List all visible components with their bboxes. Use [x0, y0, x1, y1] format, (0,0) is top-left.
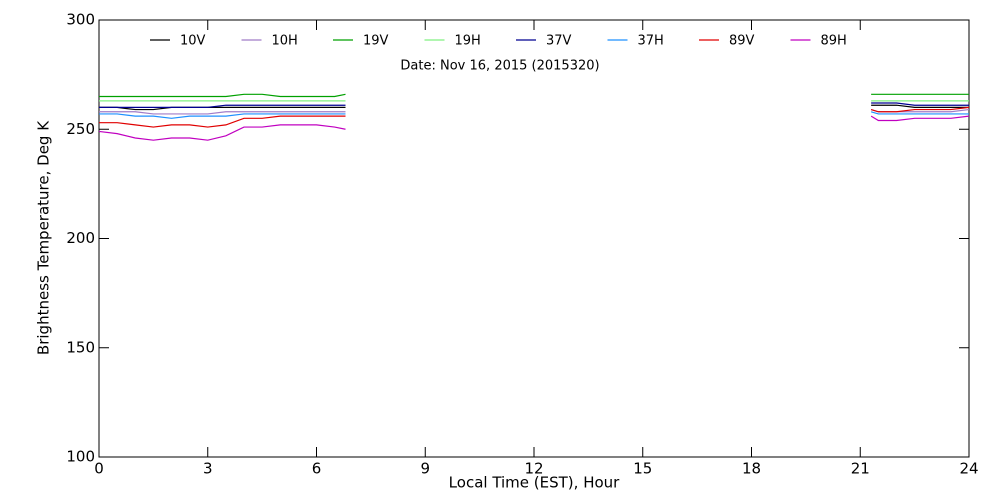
legend-label: 10V	[180, 34, 206, 49]
legend-label: 10H	[272, 34, 298, 49]
annotation: Date: Nov 16, 2015 (2015320)	[400, 59, 599, 74]
legend-label: 19H	[455, 34, 481, 49]
plot-frame	[98, 19, 970, 458]
series-line	[99, 104, 969, 111]
x-tick-label: 24	[959, 460, 978, 478]
legend-label: 37V	[546, 34, 572, 49]
legend-label: 19V	[363, 34, 389, 49]
x-axis-label: Local Time (EST), Hour	[449, 474, 620, 492]
legend-label: 37H	[638, 34, 664, 49]
y-tick-label: 100	[66, 448, 95, 466]
x-tick-label: 12	[524, 460, 543, 478]
legend-label: 89H	[821, 34, 847, 49]
x-tick-label: 0	[94, 460, 104, 478]
series-line	[98, 115, 970, 141]
y-tick-label: 250	[66, 120, 95, 138]
series-line	[99, 102, 969, 108]
x-tick-label: 18	[742, 460, 761, 478]
x-tick-label: 3	[203, 460, 213, 478]
series-line	[99, 111, 969, 119]
x-tick-label: 9	[420, 460, 430, 478]
y-tick-label: 150	[66, 338, 95, 356]
y-tick-label: 200	[66, 229, 95, 247]
x-tick-label: 6	[312, 460, 322, 478]
x-tick-label: 15	[633, 460, 652, 478]
series-line	[99, 93, 969, 98]
y-axis-label: Brightness Temperature, Deg K	[35, 120, 53, 355]
y-tick-label: 300	[66, 11, 95, 29]
x-tick-label: 21	[851, 460, 870, 478]
legend-label: 89V	[729, 34, 755, 49]
series-line	[99, 106, 970, 128]
series-line	[99, 108, 970, 115]
